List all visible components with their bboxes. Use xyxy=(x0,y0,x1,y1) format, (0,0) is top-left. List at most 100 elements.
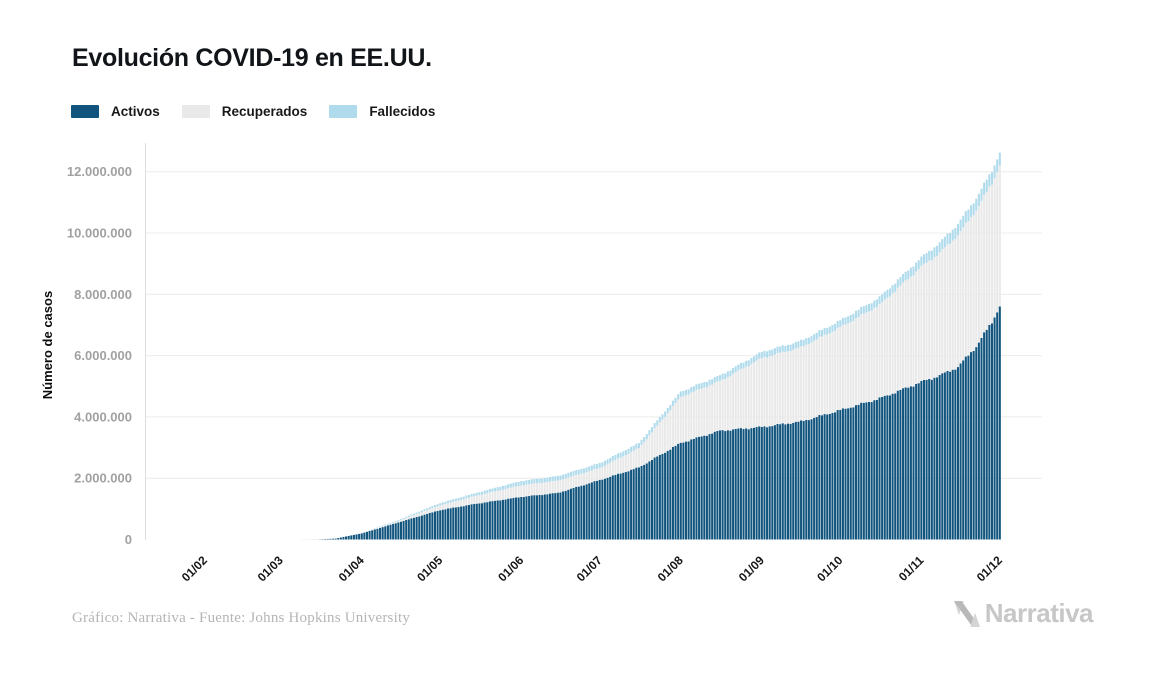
bar-fallecidos xyxy=(509,483,512,488)
bar-activos xyxy=(677,443,680,540)
bar-recuperados xyxy=(611,460,614,476)
bar-recuperados xyxy=(888,296,892,396)
bar-activos xyxy=(413,517,416,540)
bar-fallecidos xyxy=(954,227,957,240)
bar-fallecidos xyxy=(920,256,923,266)
bar-fallecidos xyxy=(755,354,758,361)
bar-fallecidos xyxy=(515,482,518,487)
bar-recuperados xyxy=(645,439,648,464)
bar-recuperados xyxy=(525,484,528,497)
bar-activos xyxy=(888,395,892,540)
bar-activos xyxy=(405,519,408,540)
bar-fallecidos xyxy=(632,445,635,451)
bar-fallecidos xyxy=(873,300,876,309)
bar-recuperados xyxy=(896,287,899,391)
bar-activos xyxy=(852,407,855,540)
bar-recuperados xyxy=(763,356,766,427)
bar-recuperados xyxy=(551,480,554,494)
bar-recuperados xyxy=(899,285,902,390)
bar-fallecidos xyxy=(397,520,400,521)
bar-fallecidos xyxy=(768,350,771,357)
bar-recuperados xyxy=(789,351,792,424)
bar-fallecidos xyxy=(883,291,886,300)
bar-fallecidos xyxy=(392,521,395,523)
bar-fallecidos xyxy=(661,414,664,420)
bar-fallecidos xyxy=(760,351,763,359)
bar-recuperados xyxy=(465,498,468,506)
bar-activos xyxy=(420,515,423,540)
bar-recuperados xyxy=(373,528,376,530)
bar-fallecidos xyxy=(653,423,656,429)
bar-recuperados xyxy=(603,465,606,479)
bar-recuperados xyxy=(470,496,473,505)
bar-activos xyxy=(418,516,421,540)
bar-fallecidos xyxy=(611,455,614,461)
bar-activos xyxy=(768,426,771,540)
bar-activos xyxy=(397,522,400,540)
bar-recuperados xyxy=(619,457,622,474)
bar-fallecidos xyxy=(967,209,970,222)
bar-recuperados xyxy=(873,308,876,401)
bar-fallecidos xyxy=(847,316,850,324)
bar-recuperados xyxy=(454,501,457,508)
bar-recuperados xyxy=(635,448,638,468)
bar-activos xyxy=(763,426,766,540)
bar-activos xyxy=(742,429,745,540)
legend: Activos Recuperados Fallecidos xyxy=(71,104,435,119)
bar-fallecidos xyxy=(724,373,727,379)
bar-recuperados xyxy=(967,221,970,356)
bar-activos xyxy=(564,490,567,540)
bar-fallecidos xyxy=(449,500,452,503)
bar-fallecidos xyxy=(687,389,690,395)
bar-activos xyxy=(501,499,504,540)
bar-fallecidos xyxy=(750,357,753,364)
bar-fallecidos xyxy=(470,493,473,497)
bar-recuperados xyxy=(583,473,586,486)
bar-recuperados xyxy=(538,482,541,495)
bar-activos xyxy=(407,519,410,540)
bar-recuperados xyxy=(423,511,426,515)
bar-fallecidos xyxy=(857,309,860,318)
bar-recuperados xyxy=(938,252,941,376)
bar-activos xyxy=(465,505,468,540)
bar-recuperados xyxy=(713,382,716,432)
bar-activos xyxy=(509,498,512,540)
bar-activos xyxy=(794,421,797,540)
bar-recuperados xyxy=(609,462,612,477)
bar-activos xyxy=(810,419,813,540)
bar-fallecidos xyxy=(564,473,567,479)
bar-activos xyxy=(823,414,826,540)
bar-fallecidos xyxy=(674,397,677,404)
bar-fallecidos xyxy=(752,356,756,363)
bar-activos xyxy=(470,504,473,540)
bar-recuperados xyxy=(598,467,601,480)
bar-activos xyxy=(541,495,544,540)
bar-activos xyxy=(776,423,779,540)
bar-activos xyxy=(792,422,795,540)
bar-fallecidos xyxy=(596,463,599,469)
bar-fallecidos xyxy=(865,304,868,313)
bar-fallecidos xyxy=(428,507,431,509)
bar-fallecidos xyxy=(970,205,973,218)
bar-fallecidos xyxy=(624,450,627,456)
bar-fallecidos xyxy=(956,223,959,236)
bar-fallecidos xyxy=(917,260,920,270)
bar-activos xyxy=(891,393,894,540)
y-tick-label: 6.000.000 xyxy=(74,348,132,363)
bar-fallecidos xyxy=(996,159,999,173)
bar-recuperados xyxy=(977,205,980,343)
bar-activos xyxy=(904,387,907,540)
bar-recuperados xyxy=(384,525,387,527)
bar-activos xyxy=(985,329,988,540)
bar-recuperados xyxy=(698,389,701,437)
bar-recuperados xyxy=(457,500,460,508)
bar-fallecidos xyxy=(671,400,674,406)
bar-activos xyxy=(549,493,552,540)
bar-fallecidos xyxy=(983,182,986,195)
bar-fallecidos xyxy=(436,504,439,507)
bar-fallecidos xyxy=(773,348,776,355)
bar-fallecidos xyxy=(454,498,457,502)
bar-recuperados xyxy=(875,307,878,400)
bar-recuperados xyxy=(794,348,797,422)
